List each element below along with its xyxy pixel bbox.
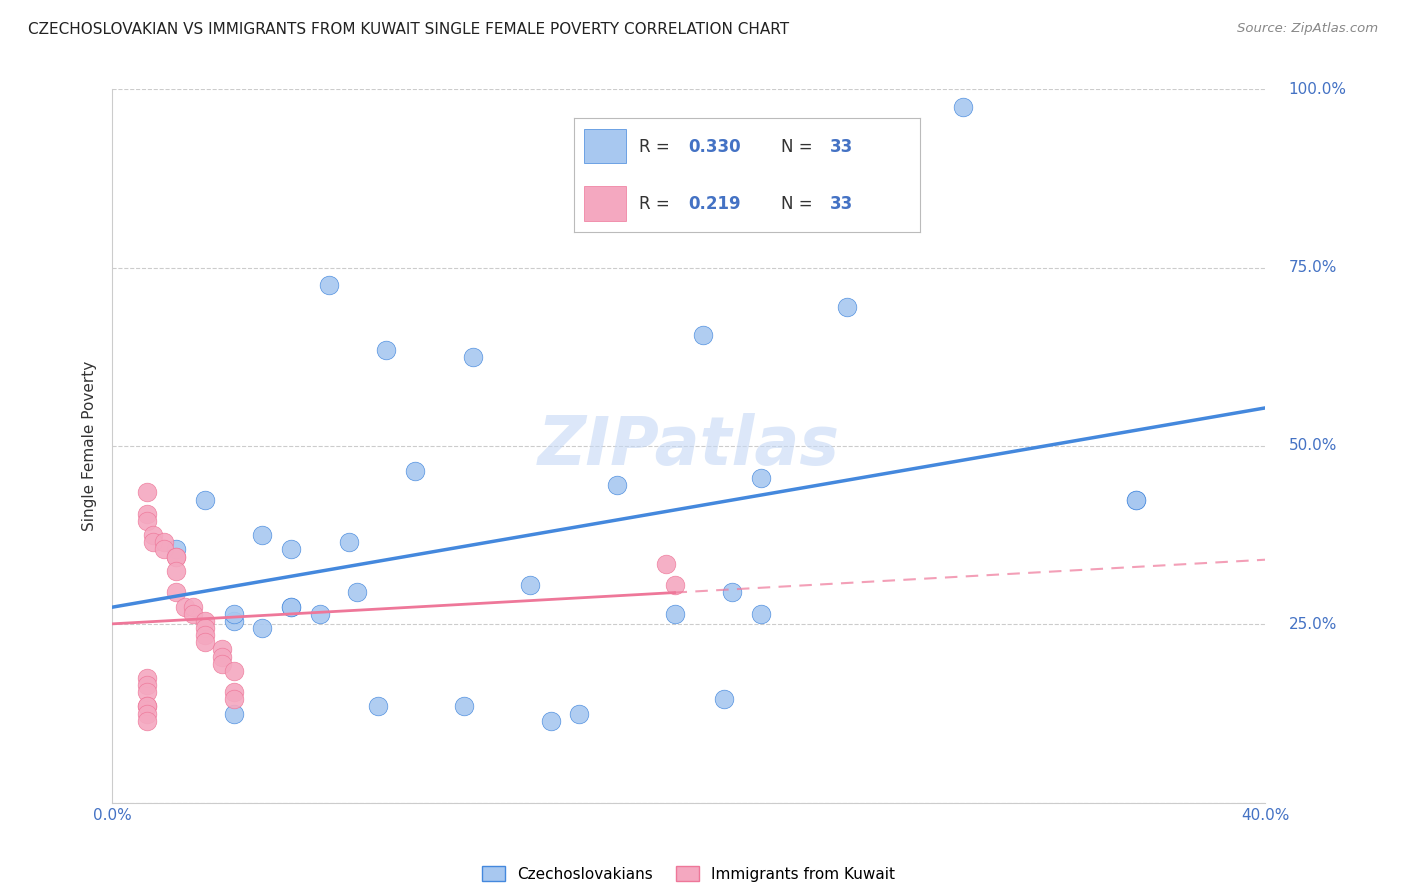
Point: [749, 471, 772, 485]
Point: [136, 671, 159, 685]
Point: [136, 514, 159, 528]
Point: [136, 706, 159, 721]
Point: [211, 649, 233, 664]
Point: [194, 614, 217, 628]
Point: [252, 621, 274, 635]
Point: [664, 578, 686, 592]
Point: [280, 599, 302, 614]
Point: [136, 678, 159, 692]
Text: 0.219: 0.219: [688, 195, 741, 213]
Point: [142, 535, 165, 549]
Point: [165, 549, 187, 564]
Point: [194, 621, 217, 635]
Point: [211, 642, 233, 657]
Text: 75.0%: 75.0%: [1288, 260, 1337, 275]
Point: [1125, 492, 1147, 507]
Point: [375, 343, 398, 357]
Point: [194, 492, 217, 507]
Text: N =: N =: [782, 195, 813, 213]
Point: [453, 699, 475, 714]
Point: [222, 692, 245, 706]
Point: [136, 485, 159, 500]
Point: [664, 607, 686, 621]
Point: [211, 657, 233, 671]
Text: 33: 33: [830, 138, 853, 156]
Point: [222, 685, 245, 699]
Point: [404, 464, 426, 478]
Point: [692, 328, 714, 343]
Bar: [583, 186, 626, 220]
Point: [165, 542, 187, 557]
Text: R =: R =: [640, 138, 671, 156]
Point: [1125, 492, 1147, 507]
Point: [713, 692, 735, 706]
Point: [519, 578, 541, 592]
Point: [165, 585, 187, 599]
Text: N =: N =: [782, 138, 813, 156]
Y-axis label: Single Female Poverty: Single Female Poverty: [82, 361, 97, 531]
Text: 50.0%: 50.0%: [1288, 439, 1337, 453]
Point: [142, 528, 165, 542]
Text: 33: 33: [830, 195, 853, 213]
Point: [309, 607, 332, 621]
Point: [222, 706, 245, 721]
Point: [280, 542, 302, 557]
Point: [461, 350, 484, 364]
Point: [568, 706, 591, 721]
Point: [952, 100, 974, 114]
Point: [165, 564, 187, 578]
Point: [540, 714, 562, 728]
Point: [194, 635, 217, 649]
Point: [337, 535, 360, 549]
Text: 100.0%: 100.0%: [1288, 82, 1347, 96]
Point: [280, 599, 302, 614]
Point: [606, 478, 628, 492]
Point: [721, 585, 744, 599]
Text: 0.330: 0.330: [688, 138, 741, 156]
Point: [153, 535, 176, 549]
Point: [837, 300, 859, 314]
Point: [222, 614, 245, 628]
Point: [136, 699, 159, 714]
Legend: Czechoslovakians, Immigrants from Kuwait: Czechoslovakians, Immigrants from Kuwait: [477, 860, 901, 888]
Point: [222, 664, 245, 678]
Point: [222, 607, 245, 621]
Point: [367, 699, 389, 714]
Point: [136, 507, 159, 521]
Point: [136, 685, 159, 699]
Point: [252, 528, 274, 542]
Point: [136, 699, 159, 714]
Point: [173, 599, 195, 614]
Point: [153, 542, 176, 557]
Point: [181, 599, 204, 614]
Text: R =: R =: [640, 195, 671, 213]
Point: [346, 585, 368, 599]
Point: [136, 714, 159, 728]
Point: [655, 557, 678, 571]
Text: Source: ZipAtlas.com: Source: ZipAtlas.com: [1237, 22, 1378, 36]
Text: CZECHOSLOVAKIAN VS IMMIGRANTS FROM KUWAIT SINGLE FEMALE POVERTY CORRELATION CHAR: CZECHOSLOVAKIAN VS IMMIGRANTS FROM KUWAI…: [28, 22, 789, 37]
Text: 25.0%: 25.0%: [1288, 617, 1337, 632]
Point: [749, 607, 772, 621]
Bar: [583, 129, 626, 163]
Point: [165, 549, 187, 564]
Point: [318, 278, 340, 293]
Point: [181, 607, 204, 621]
Text: ZIPatlas: ZIPatlas: [538, 413, 839, 479]
Point: [194, 628, 217, 642]
